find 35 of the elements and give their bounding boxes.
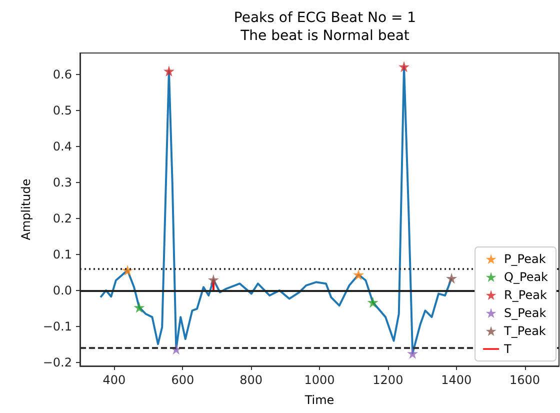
point xyxy=(134,302,145,313)
y-tick-label: 0.5 xyxy=(52,104,72,118)
point xyxy=(208,274,219,286)
legend-label: T_Peak xyxy=(503,324,546,338)
y-tick-label: 0.6 xyxy=(52,68,72,82)
point xyxy=(163,65,174,76)
y-tick-label: −0.2 xyxy=(42,355,72,370)
legend-label: T xyxy=(503,342,512,356)
x-tick-label: 1200 xyxy=(372,373,404,387)
x-tick-label: 1400 xyxy=(441,373,472,387)
y-axis-title: Amplitude xyxy=(18,178,33,240)
legend-label: P_Peak xyxy=(504,252,546,266)
y-tick-label: 0.4 xyxy=(52,140,72,154)
chart-title: Peaks of ECG Beat No = 1 xyxy=(234,10,416,26)
y-tick-label: 0.0 xyxy=(52,283,72,298)
point xyxy=(367,296,378,308)
legend-label: Q_Peak xyxy=(504,270,548,284)
x-axis-title: Time xyxy=(304,393,334,407)
legend-label: R_Peak xyxy=(504,288,547,302)
y-tick-label: 0.1 xyxy=(52,247,72,262)
y-tick-label: 0.2 xyxy=(52,211,72,226)
point xyxy=(122,264,134,276)
point xyxy=(398,61,410,72)
legend-label: S_Peak xyxy=(504,306,546,320)
y-tick-label: 0.3 xyxy=(52,176,72,190)
point xyxy=(407,348,418,359)
y-tick-label: −0.1 xyxy=(42,319,72,334)
x-tick-label: 1000 xyxy=(304,373,335,387)
x-tick-label: 800 xyxy=(240,373,263,387)
x-tick-label: 600 xyxy=(171,373,194,387)
point xyxy=(446,272,458,284)
chart-subtitle: The beat is Normal beat xyxy=(240,28,410,44)
point xyxy=(353,269,364,280)
x-tick-label: 1600 xyxy=(510,373,540,387)
x-tick-label: 400 xyxy=(102,373,126,387)
